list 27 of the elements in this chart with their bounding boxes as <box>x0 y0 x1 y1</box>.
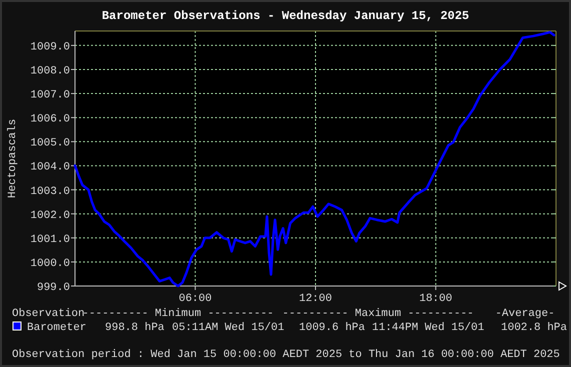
chart-title: Barometer Observations - Wednesday January 15, 2025 <box>102 9 470 23</box>
y-tick-label: 1007.0 <box>30 90 70 102</box>
text: 1009.6 hPa <box>299 322 366 334</box>
y-axis-title: Hectopascals <box>7 118 19 198</box>
text: ---------- Maximum ---------- <box>282 308 474 320</box>
text: 1002.8 hPa <box>501 322 568 334</box>
x-tick-label: 12:00 <box>298 293 332 305</box>
y-tick-label: 1005.0 <box>30 138 70 150</box>
text: 05:11AM Wed 15/01 <box>172 322 285 334</box>
x-tick-label: 06:00 <box>178 293 212 305</box>
y-tick-label: 1002.0 <box>30 210 70 222</box>
y-tick-label: 1004.0 <box>30 162 70 174</box>
legend-label: Barometer <box>27 322 86 334</box>
line-series <box>74 30 556 288</box>
y-tick-label: 1008.0 <box>30 65 70 78</box>
y-tick-label: 1006.0 <box>30 114 70 126</box>
text: 998.8 hPa <box>105 322 165 334</box>
y-tick-label: 1003.0 <box>30 186 70 198</box>
text: 11:44PM Wed 15/01 <box>372 322 485 334</box>
x-tick-label: 18:00 <box>419 293 452 305</box>
text: -Average- <box>495 308 555 320</box>
y-tick-label: 999.0 <box>36 282 70 294</box>
y-tick-label: 1009.0 <box>30 41 70 54</box>
y-tick-label: 1000.0 <box>30 258 70 270</box>
text: Observation <box>12 308 85 320</box>
text: Observation period : Wed Jan 15 00:00:00 AEDT 2025 to Thu Jan 16 00:00:00 AEDT 2025 <box>12 349 560 361</box>
y-tick-label: 1001.0 <box>30 234 70 246</box>
